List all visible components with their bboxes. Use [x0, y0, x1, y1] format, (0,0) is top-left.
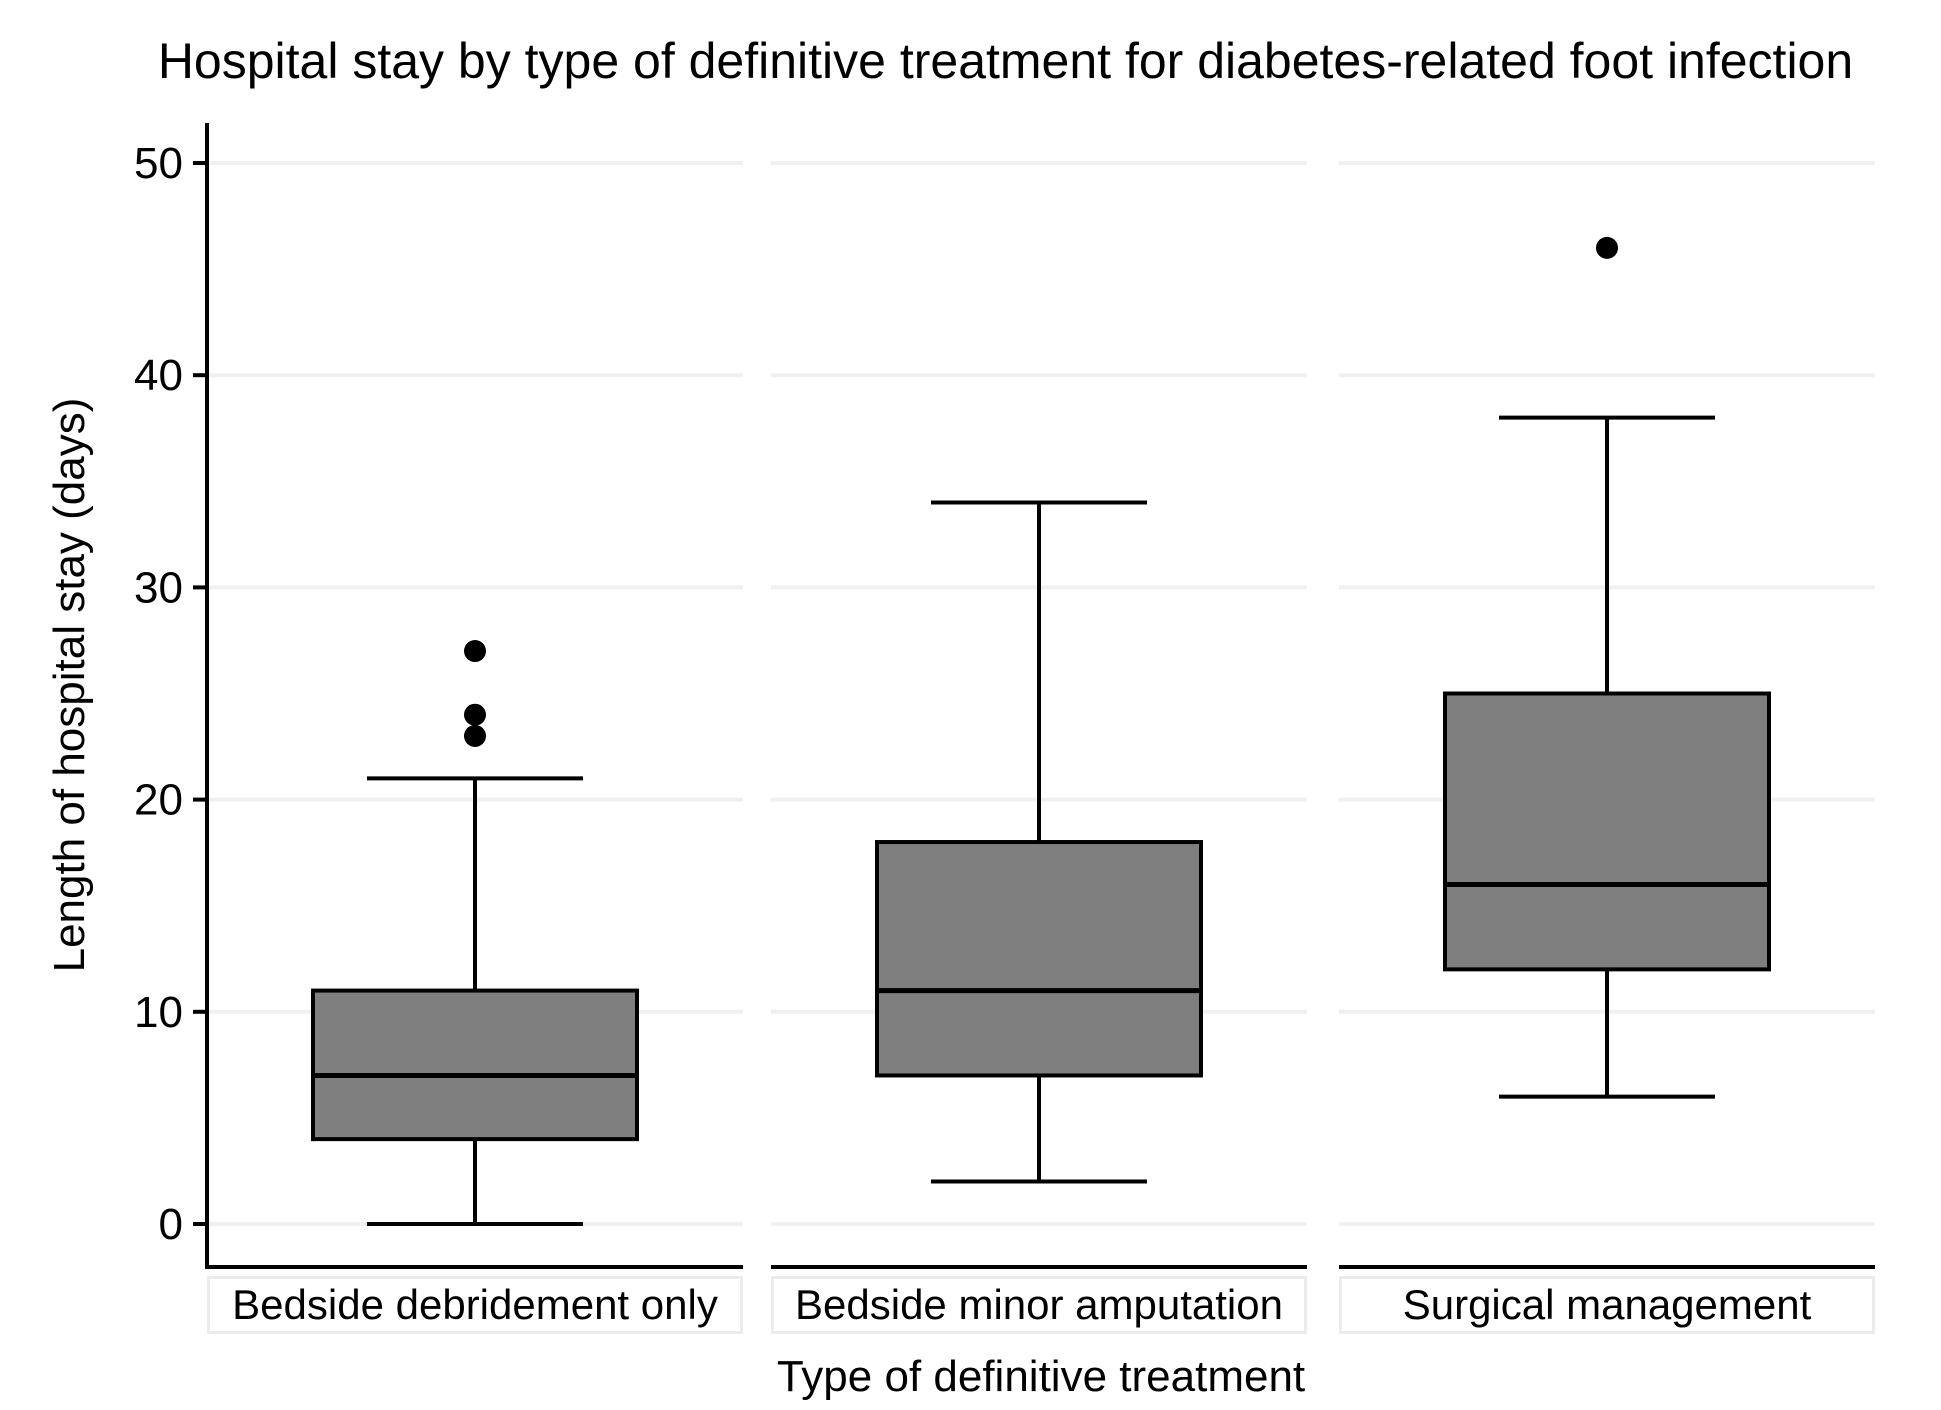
x-category-label: Bedside debridement only [207, 1276, 743, 1334]
y-tick-label: 40 [134, 351, 183, 400]
iqr-box [311, 988, 639, 1142]
iqr-box [875, 840, 1203, 1078]
outlier-dot [1596, 236, 1618, 259]
y-tick-label: 20 [134, 776, 183, 825]
x-axis-title: Type of definitive treatment [776, 1352, 1306, 1401]
chart-title: Hospital stay by type of definitive trea… [157, 33, 1854, 89]
outlier-dot [464, 703, 486, 726]
outlier-dot [464, 724, 486, 747]
y-tick-label: 0 [159, 1200, 183, 1249]
y-tick-label: 50 [134, 139, 183, 188]
x-category-label: Bedside minor amputation [771, 1276, 1307, 1334]
y-tick-label: 30 [134, 563, 183, 612]
y-tick-label: 10 [134, 988, 183, 1037]
outlier-dot [464, 640, 486, 663]
iqr-box [1443, 691, 1771, 972]
x-category-label: Surgical management [1339, 1276, 1875, 1334]
